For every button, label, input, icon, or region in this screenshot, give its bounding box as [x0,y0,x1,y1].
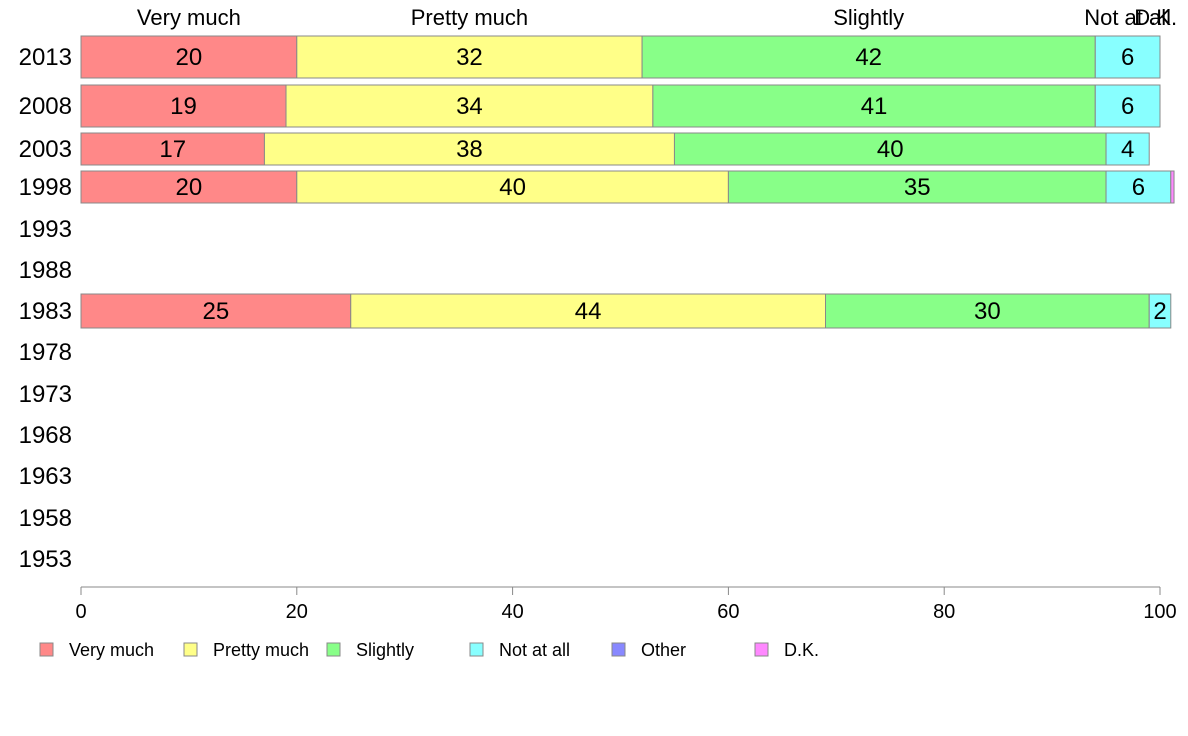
bar-value-label: 17 [159,136,186,163]
legend-label: Other [641,640,686,660]
bar-value-label: 30 [974,298,1001,325]
bar-segment [641,35,1096,79]
x-tick-label: 40 [501,601,523,623]
bar-segment [727,170,1107,204]
x-tick-label: 100 [1143,601,1176,623]
top-category-label: D.K. [1134,5,1177,30]
legend-swatch [326,642,341,657]
bar-value-label: 6 [1121,44,1134,71]
bar-segment [350,293,827,329]
bar-segment [673,132,1107,166]
bar-value-label: 20 [176,174,203,201]
year-label: 1968 [19,422,72,449]
bar-value-label: 41 [861,93,888,120]
bar-value-label: 38 [456,136,483,163]
legend-swatch [39,642,54,657]
bar-value-label: 6 [1121,93,1134,120]
bar-segment [1094,35,1161,79]
bar-value-label: 4 [1121,136,1134,163]
bar-segment [1105,170,1172,204]
bar-value-label: 19 [170,93,197,120]
top-category-label: Pretty much [411,5,528,30]
bar-segment [1105,132,1150,166]
legend-swatch [611,642,626,657]
bar-segment [1094,84,1161,128]
year-label: 1978 [19,339,72,366]
bar-segment [80,35,298,79]
bar-segment [80,170,298,204]
year-label: 1993 [19,216,72,243]
legend-label: Not at all [499,640,570,660]
year-label: 1963 [19,463,72,490]
year-label: 1988 [19,257,72,284]
bar-segment [652,84,1096,128]
year-label: 2008 [19,93,72,120]
bar-value-label: 35 [904,174,931,201]
bar-value-label: 40 [877,136,904,163]
year-label: 1953 [19,546,72,573]
year-label: 1983 [19,298,72,325]
year-label: 1998 [19,174,72,201]
bar-segment [296,35,643,79]
top-category-label: Very much [137,5,241,30]
legend-swatch [754,642,769,657]
bar-segment [263,132,675,166]
bar-value-label: 40 [499,174,526,201]
bar-value-label: 2 [1153,298,1166,325]
legend-label: Slightly [356,640,414,660]
bar-value-label: 42 [855,44,882,71]
bar-value-label: 25 [203,298,230,325]
bar-segment [80,293,352,329]
bar-segment [1170,170,1175,204]
x-tick-label: 20 [286,601,308,623]
legend-label: Pretty much [213,640,309,660]
bar-value-label: 44 [575,298,602,325]
legend-swatch [469,642,484,657]
top-category-label: Not at all [1084,5,1171,30]
legend-label: D.K. [784,640,819,660]
year-label: 1958 [19,505,72,532]
bar-segment [296,170,729,204]
year-label: 2003 [19,136,72,163]
bar-segment [1148,293,1172,329]
year-label: 1973 [19,381,72,408]
bar-segment [285,84,654,128]
bar-segment [825,293,1150,329]
x-tick-label: 0 [75,601,86,623]
bar-segment [80,132,265,166]
x-tick-label: 80 [933,601,955,623]
bar-value-label: 20 [176,44,203,71]
bar-value-label: 34 [456,93,483,120]
top-category-label: Slightly [833,5,904,30]
year-label: 2013 [19,44,72,71]
legend-label: Very much [69,640,154,660]
legend-swatch [183,642,198,657]
bar-value-label: 32 [456,44,483,71]
x-tick-label: 60 [717,601,739,623]
bar-value-label: 6 [1132,174,1145,201]
bar-segment [80,84,287,128]
